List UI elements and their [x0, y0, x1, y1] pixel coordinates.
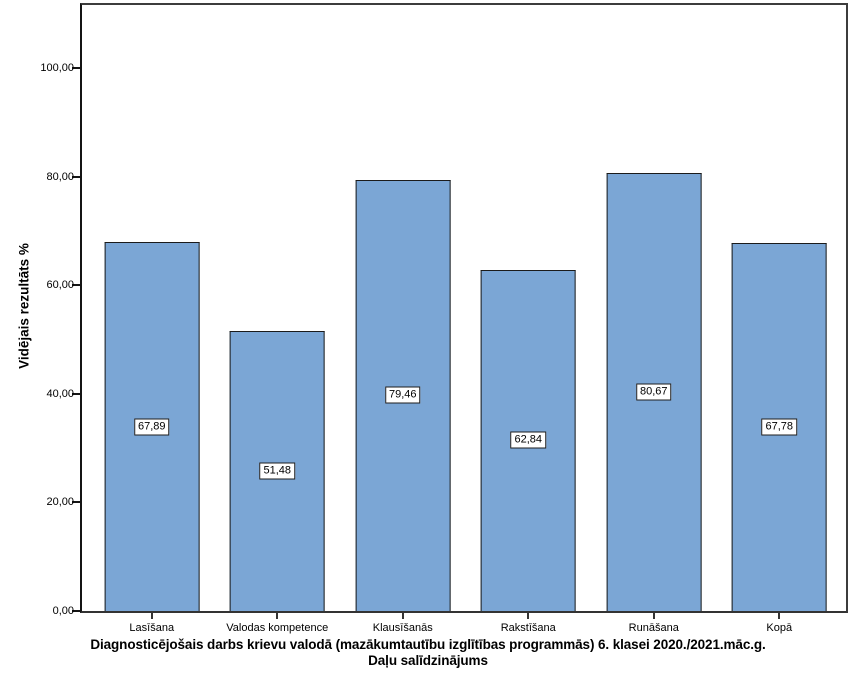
chart-title: Diagnosticējošais darbs krievu valodā (m… — [46, 637, 810, 669]
y-axis-tick-label: 100,00 — [40, 62, 74, 74]
y-axis-tick-mark — [72, 501, 80, 504]
x-axis-tick-mark — [652, 613, 655, 619]
x-axis-category-label: Kopā — [766, 622, 793, 634]
bar-slot: 80,67 — [591, 5, 717, 611]
chart-title-line2: Daļu salīdzinājums — [368, 653, 488, 668]
y-axis-tick-mark — [72, 67, 80, 69]
y-axis-tick-label: 60,00 — [46, 279, 74, 292]
bar-slot: 79,46 — [340, 5, 466, 611]
x-axis-category-label: Valodas kompetence — [226, 622, 329, 634]
bar-slot: 67,78 — [717, 5, 843, 611]
x-axis-tick-mark — [778, 613, 781, 619]
x-axis-tick-mark — [401, 613, 404, 619]
y-axis-tick-label: 0,00 — [52, 605, 74, 617]
x-axis-category-label: Klausīšanās — [372, 622, 433, 634]
x-axis-labels: Lasīšana Valodas kompetence Klausīšanās Rak… — [82, 613, 846, 634]
y-axis-title: Vidējais rezultāts % — [16, 243, 32, 369]
bar-slot: 62,84 — [466, 5, 592, 611]
bar-value-label: 80,67 — [635, 383, 672, 401]
bar-value-label: 79,46 — [384, 386, 421, 404]
y-axis-tick-label: 80,00 — [46, 170, 74, 183]
y-axis-tick-mark — [72, 175, 80, 178]
x-axis-cell: Rakstīšana — [466, 613, 592, 634]
bar-value-label: 67,78 — [761, 418, 798, 436]
y-axis-tick-mark — [72, 284, 80, 287]
x-axis-cell: Klausīšanās — [340, 613, 466, 634]
x-axis-cell: Runāšana — [591, 613, 717, 634]
x-axis-category-label: Lasīšana — [129, 622, 175, 634]
x-axis-tick-mark — [527, 613, 530, 619]
x-axis-cell: Kopā — [717, 613, 843, 634]
y-axis-tick-label: 20,00 — [46, 496, 74, 509]
x-axis-category-label: Runāšana — [628, 622, 679, 634]
plot-area: 67,89 51,48 79,46 62,84 80,67 67,78 0,00 20,00… — [40, 3, 848, 617]
chart-title-line1: Diagnosticējošais darbs krievu valodā (m… — [90, 637, 766, 652]
bar-value-label: 67,89 — [133, 418, 170, 436]
y-axis-tick-mark — [72, 392, 80, 395]
x-axis-tick-mark — [276, 613, 279, 619]
bars-container: 67,89 51,48 79,46 62,84 80,67 67,78 — [82, 5, 846, 611]
bar-slot: 67,89 — [89, 5, 215, 611]
x-axis-cell: Valodas kompetence — [215, 613, 341, 634]
bar-slot: 51,48 — [215, 5, 341, 611]
bar-value-label: 62,84 — [510, 431, 547, 449]
x-axis-cell: Lasīšana — [89, 613, 215, 634]
x-axis-tick-mark — [150, 613, 153, 619]
y-axis-tick-label: 40,00 — [46, 387, 74, 400]
y-axis-tick-mark — [72, 610, 80, 612]
bar-value-label: 51,48 — [259, 462, 296, 480]
x-axis-category-label: Rakstīšana — [500, 622, 556, 634]
